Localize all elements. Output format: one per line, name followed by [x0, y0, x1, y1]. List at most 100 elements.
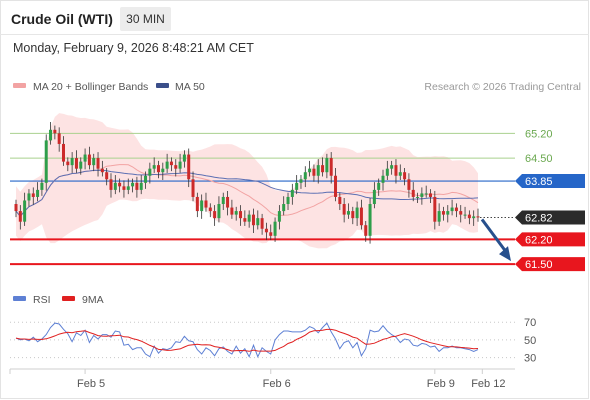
- candle: [329, 152, 333, 184]
- x-tick-label: Feb 12: [471, 378, 505, 390]
- candle: [321, 157, 325, 177]
- candle: [368, 198, 372, 244]
- candle: [338, 192, 342, 211]
- candle: [407, 173, 411, 198]
- ma9-legend-swatch: [62, 296, 75, 301]
- candle: [308, 160, 312, 177]
- candle: [394, 159, 398, 184]
- candle: [372, 182, 376, 209]
- rsi-legend-swatch: [13, 296, 26, 301]
- candle: [403, 167, 407, 186]
- candle: [454, 203, 458, 218]
- level-tag-62-82: [515, 210, 585, 225]
- level-label-62-82: 62.82: [525, 212, 553, 224]
- candle: [213, 205, 217, 226]
- candle: [174, 159, 178, 177]
- candle: [355, 201, 359, 226]
- candle: [411, 182, 415, 202]
- candle: [113, 175, 117, 195]
- candle: [463, 206, 467, 219]
- candle: [200, 194, 204, 219]
- candle: [96, 152, 100, 177]
- ma9-legend-label: 9MA: [82, 294, 104, 306]
- candle: [135, 176, 139, 198]
- level-label-61-50: 61.50: [525, 259, 553, 271]
- candle: [385, 160, 389, 180]
- candle: [40, 178, 44, 196]
- candle: [165, 153, 169, 173]
- level-tag-63-85: [515, 174, 585, 189]
- candle: [295, 175, 299, 195]
- candle: [450, 199, 454, 216]
- candle: [312, 164, 316, 182]
- candle: [18, 205, 22, 230]
- candle: [217, 196, 221, 223]
- rsi-line: [15, 322, 479, 358]
- candle: [74, 150, 78, 173]
- candle: [182, 150, 186, 168]
- candle: [27, 189, 31, 207]
- candle: [364, 220, 368, 242]
- candle: [161, 162, 165, 180]
- candle: [122, 180, 126, 198]
- x-tick-label: Feb 6: [263, 378, 291, 390]
- candle: [277, 205, 281, 230]
- candle: [243, 210, 247, 226]
- ma50-legend-label: MA 50: [175, 81, 205, 93]
- candle: [148, 162, 152, 184]
- candle: [118, 178, 122, 193]
- level-tag-61-50: [515, 257, 585, 272]
- candle: [429, 189, 433, 203]
- candle: [264, 222, 268, 241]
- candle: [459, 205, 463, 223]
- candle: [346, 203, 350, 219]
- candle: [204, 192, 208, 212]
- rsi-tick-50: 50: [524, 335, 536, 347]
- candle: [139, 175, 143, 195]
- candle: [351, 206, 355, 225]
- candle: [239, 205, 243, 226]
- projection-arrowhead: [499, 246, 511, 262]
- candle: [70, 152, 74, 173]
- ma20-legend-label: MA 20 + Bollinger Bands: [33, 81, 148, 93]
- candle: [79, 157, 83, 175]
- candle: [156, 160, 160, 179]
- candle: [247, 210, 251, 228]
- x-tick-label: Feb 9: [427, 378, 455, 390]
- ma20-legend-swatch: [13, 83, 26, 88]
- candle: [230, 199, 234, 219]
- rsi-ma-line: [15, 328, 479, 352]
- candle: [144, 171, 148, 189]
- candle: [105, 167, 109, 186]
- candle: [377, 178, 381, 196]
- candle: [31, 187, 35, 205]
- candle: [14, 199, 18, 218]
- candle: [381, 169, 385, 191]
- candle: [131, 178, 135, 193]
- timestamp: Monday, February 9, 2026 8:48:21 AM CET: [13, 41, 254, 55]
- candle: [282, 196, 286, 216]
- candle: [390, 160, 394, 175]
- candle: [57, 127, 61, 152]
- copyright: Research © 2026 Trading Central: [424, 81, 581, 93]
- candle: [476, 208, 480, 222]
- candle: [424, 185, 428, 198]
- rsi-legend-label: RSI: [33, 294, 51, 306]
- candle: [83, 148, 87, 170]
- candle: [416, 192, 420, 203]
- timeframe-button[interactable]: 30 MIN: [120, 7, 171, 31]
- level-label-62-20: 62.20: [525, 234, 553, 246]
- candle: [286, 192, 290, 211]
- candle: [467, 210, 471, 225]
- candle: [299, 175, 303, 189]
- candle: [36, 182, 40, 202]
- candle: [23, 192, 27, 226]
- candle: [208, 203, 212, 218]
- candle: [152, 157, 156, 173]
- ma50-legend-swatch: [156, 83, 169, 88]
- candle: [100, 160, 104, 177]
- candle: [221, 192, 225, 211]
- candle: [66, 157, 70, 172]
- candle: [44, 134, 48, 191]
